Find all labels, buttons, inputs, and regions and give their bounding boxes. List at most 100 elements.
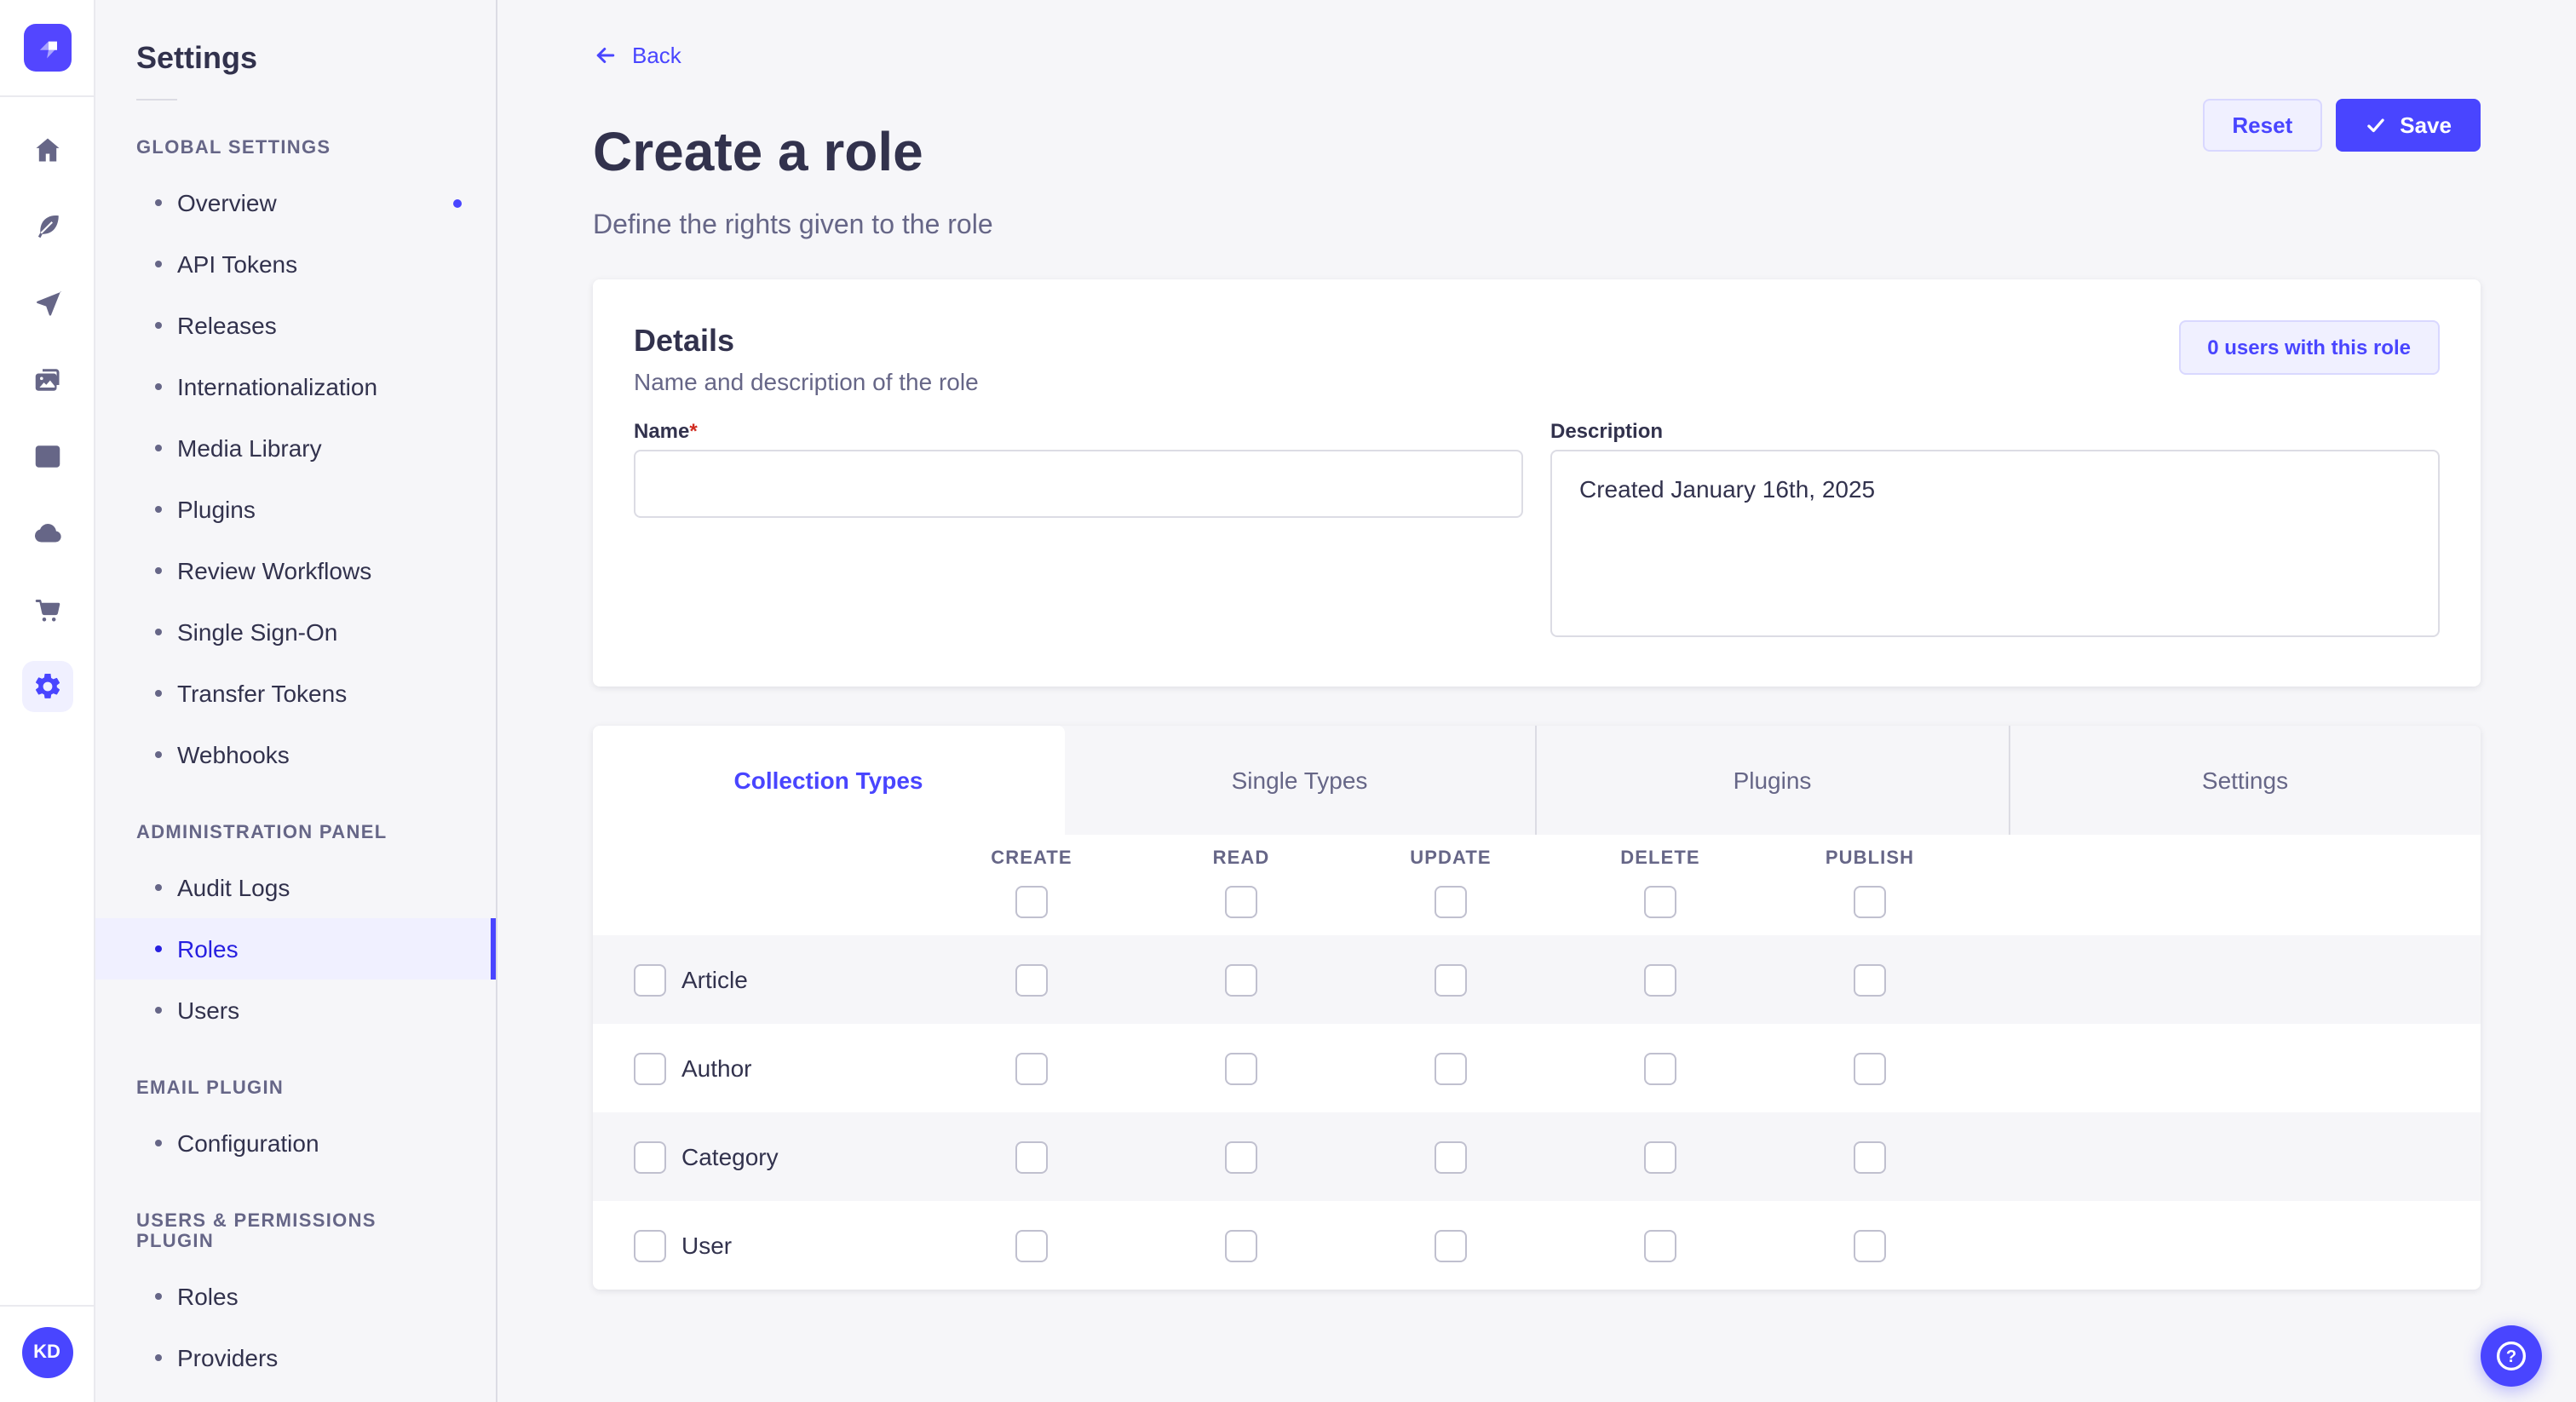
checkbox-author-update[interactable]	[1435, 1052, 1467, 1084]
save-label: Save	[2400, 112, 2452, 138]
sidebar-item-overview[interactable]: Overview	[95, 172, 496, 233]
sidebar-item-providers[interactable]: Providers	[95, 1327, 496, 1388]
required-asterisk: *	[689, 419, 698, 443]
sidebar-item-single-sign-on[interactable]: Single Sign-On	[95, 601, 496, 663]
cell-author-publish	[1765, 1052, 1975, 1084]
checkbox-user-delete[interactable]	[1644, 1229, 1676, 1261]
checkbox-select-all-delete[interactable]	[1644, 886, 1676, 918]
row-label-article: Article	[681, 966, 748, 993]
sidebar-item-label: Review Workflows	[177, 557, 372, 584]
save-button[interactable]: Save	[2335, 99, 2481, 152]
sidebar-item-transfer-tokens[interactable]: Transfer Tokens	[95, 663, 496, 724]
tab-single-types[interactable]: Single Types	[1231, 767, 1368, 794]
nav-home-home-icon[interactable]	[32, 135, 62, 165]
checkbox-article-read[interactable]	[1225, 963, 1257, 996]
checkbox-select-all-update[interactable]	[1435, 886, 1467, 918]
checkbox-select-row-article[interactable]	[634, 963, 666, 996]
nav-deploy-send-icon[interactable]	[32, 288, 62, 319]
bullet-icon	[155, 751, 162, 758]
checkbox-user-create[interactable]	[1015, 1229, 1048, 1261]
sidebar-item-label: Users	[177, 997, 240, 1024]
checkbox-author-publish[interactable]	[1854, 1052, 1886, 1084]
checkbox-author-create[interactable]	[1015, 1052, 1048, 1084]
sidebar-item-internationalization[interactable]: Internationalization	[95, 356, 496, 417]
checkbox-select-all-read[interactable]	[1225, 886, 1257, 918]
column-header-create: CREATE	[927, 848, 1136, 869]
sidebar-section: ADMINISTRATION PANEL Audit Logs Roles Users	[95, 785, 496, 1041]
bullet-icon	[155, 261, 162, 267]
rail-bottom: KD	[0, 1305, 94, 1402]
checkbox-article-publish[interactable]	[1854, 963, 1886, 996]
permissions-column-headers: CREATE READ UPDATE DELETE PUBLISH	[593, 835, 2481, 869]
checkbox-author-delete[interactable]	[1644, 1052, 1676, 1084]
users-with-role-button[interactable]: 0 users with this role	[2178, 320, 2440, 375]
sidebar-item-media-library[interactable]: Media Library	[95, 417, 496, 479]
main-content: Back Reset Save Create a role Define the…	[497, 0, 2576, 1402]
nav-marketplace-cart-icon[interactable]	[32, 595, 62, 625]
checkbox-select-row-author[interactable]	[634, 1052, 666, 1084]
nav-settings-gear-icon[interactable]	[21, 661, 72, 712]
sidebar-item-roles[interactable]: Roles	[95, 918, 496, 980]
sidebar-item-audit-logs[interactable]: Audit Logs	[95, 857, 496, 918]
sidebar-item-releases[interactable]: Releases	[95, 295, 496, 356]
rail-divider	[0, 1305, 94, 1307]
column-header-label: UPDATE	[1410, 848, 1492, 869]
row-name-cell-category: Category	[593, 1141, 927, 1173]
checkbox-select-row-user[interactable]	[634, 1229, 666, 1261]
checkbox-category-publish[interactable]	[1854, 1141, 1886, 1173]
avatar[interactable]: KD	[21, 1327, 72, 1378]
checkbox-user-update[interactable]	[1435, 1229, 1467, 1261]
checkbox-article-create[interactable]	[1015, 963, 1048, 996]
checkbox-author-read[interactable]	[1225, 1052, 1257, 1084]
cell-article-create	[927, 963, 1136, 996]
sidebar-item-api-tokens[interactable]: API Tokens	[95, 233, 496, 295]
tab-plugins[interactable]: Plugins	[1535, 726, 2008, 835]
sidebar-item-users[interactable]: Users	[95, 980, 496, 1041]
checkbox-category-update[interactable]	[1435, 1141, 1467, 1173]
sidebar-item-label: Releases	[177, 312, 277, 339]
checkbox-article-update[interactable]	[1435, 963, 1467, 996]
arrow-left-icon	[593, 43, 618, 68]
bullet-icon	[155, 445, 162, 451]
nav-content-manager-layout-icon[interactable]	[32, 441, 62, 472]
sidebar-item-label: API Tokens	[177, 250, 298, 278]
sidebar-section-label: USERS & PERMISSIONS PLUGIN	[136, 1211, 377, 1252]
strapi-logo-icon[interactable]	[23, 24, 71, 72]
bullet-icon	[155, 1354, 162, 1361]
select-all-cell-publish	[1765, 886, 1975, 918]
checkbox-user-read[interactable]	[1225, 1229, 1257, 1261]
tab-settings[interactable]: Settings	[2008, 726, 2481, 835]
tab-collection-types[interactable]: Collection Types	[593, 726, 1064, 835]
checkbox-select-row-category[interactable]	[634, 1141, 666, 1173]
checkbox-select-all-create[interactable]	[1015, 886, 1048, 918]
nav-media-library-images-icon[interactable]	[32, 365, 62, 395]
checkbox-category-create[interactable]	[1015, 1141, 1048, 1173]
nav-strapi-cloud-cloud-icon[interactable]	[32, 518, 62, 549]
checkbox-article-delete[interactable]	[1644, 963, 1676, 996]
name-label: Name*	[634, 419, 698, 443]
name-input[interactable]	[634, 450, 1523, 518]
checkbox-category-delete[interactable]	[1644, 1141, 1676, 1173]
checkbox-user-publish[interactable]	[1854, 1229, 1886, 1261]
reset-button[interactable]: Reset	[2203, 99, 2322, 152]
sidebar-section-label: GLOBAL SETTINGS	[136, 138, 331, 158]
cell-category-create	[927, 1141, 1136, 1173]
sidebar-item-review-workflows[interactable]: Review Workflows	[95, 540, 496, 601]
checkbox-select-all-publish[interactable]	[1854, 886, 1886, 918]
sidebar-item-roles-2[interactable]: Roles	[95, 1266, 496, 1327]
checkbox-category-read[interactable]	[1225, 1141, 1257, 1173]
permissions-rows: Article Author Category User	[593, 935, 2481, 1290]
row-article: Article	[593, 935, 2481, 1024]
sidebar-item-plugins[interactable]: Plugins	[95, 479, 496, 540]
sidebar-item-webhooks[interactable]: Webhooks	[95, 724, 496, 785]
column-header-label: DELETE	[1620, 848, 1700, 869]
sidebar-item-configuration[interactable]: Configuration	[95, 1112, 496, 1174]
sidebar-item-label: Overview	[177, 189, 277, 216]
description-textarea[interactable]: Created January 16th, 2025	[1550, 450, 2440, 637]
help-button[interactable]: ?	[2481, 1325, 2542, 1387]
sidebar-title-divider	[136, 99, 177, 101]
back-link[interactable]: Back	[593, 43, 681, 68]
column-header-label: READ	[1212, 848, 1270, 869]
nav-content-type-builder-feather-icon[interactable]	[32, 211, 62, 242]
permissions-tabs: Collection Types Single Types Plugins Setti…	[593, 726, 2481, 835]
